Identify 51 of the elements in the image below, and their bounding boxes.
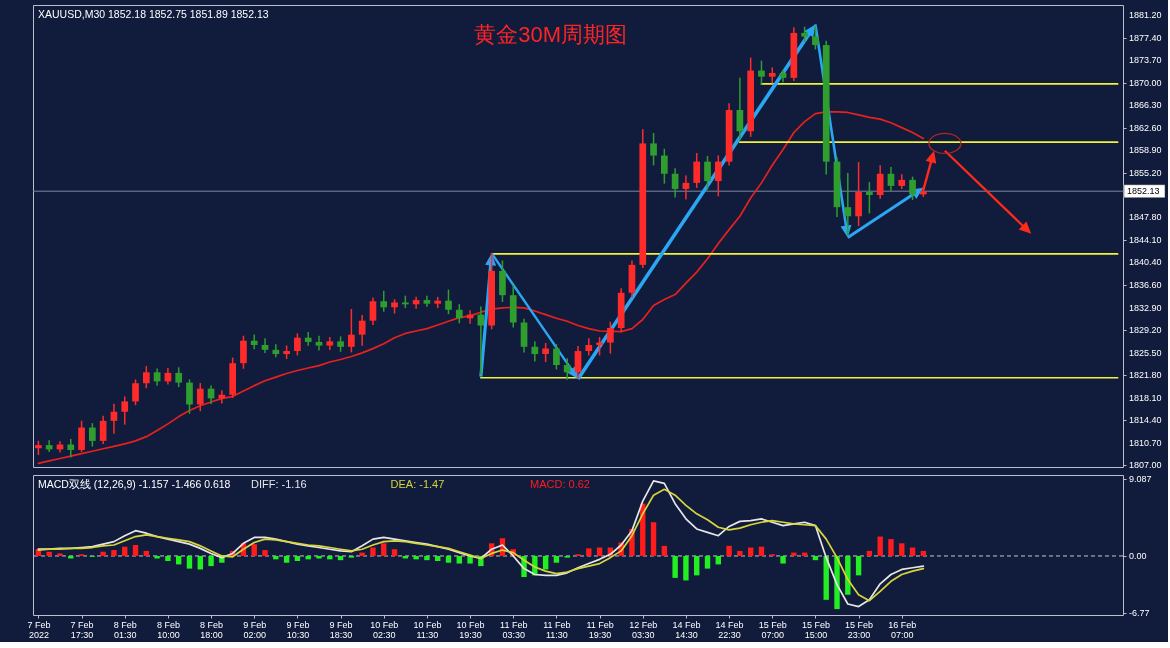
y-tick-label: 1858.90 — [1129, 145, 1162, 156]
x-tick-label: 14 Feb 14:30 — [672, 619, 701, 640]
y-tick-label: 1807.00 — [1129, 460, 1162, 471]
annotation: MACD双线 (12,26,9) -1.157 -1.466 0.618 — [38, 478, 231, 490]
x-tick-label: 10 Feb 19:30 — [456, 619, 485, 640]
y-tick-label: 1877.40 — [1129, 32, 1162, 43]
x-tick-label: 8 Feb 10:00 — [156, 619, 180, 640]
text: DIFF: -1.16 — [251, 478, 307, 490]
x-tick-label: 8 Feb 18:00 — [200, 619, 224, 640]
x-tick-label: 14 Feb 22:30 — [715, 619, 744, 640]
y-tick-label: 9.087 — [1129, 474, 1152, 485]
y-tick-label: 1832.90 — [1129, 302, 1162, 313]
y-tick-label: 1847.80 — [1129, 212, 1162, 223]
x-tick-label: 11 Feb 19:30 — [586, 619, 614, 640]
y-tick-label: 1818.10 — [1129, 392, 1162, 403]
y-tick-label: 0.00 — [1129, 550, 1147, 561]
x-tick-label: 7 Feb 2022 — [27, 619, 51, 640]
x-tick-label: 9 Feb 02:00 — [243, 619, 267, 640]
y-tick-label: 1829.20 — [1129, 325, 1162, 336]
y-tick-label: 1840.40 — [1129, 257, 1162, 268]
y-tick-label: -6.77 — [1129, 608, 1150, 619]
x-tick-label: 11 Feb 03:30 — [500, 619, 528, 640]
y-tick-label: 1825.50 — [1129, 347, 1162, 358]
text: 黄金30M周期图 — [474, 22, 628, 47]
x-tick-label: 15 Feb 23:00 — [845, 619, 874, 640]
y-tick-label: 1821.80 — [1129, 370, 1162, 381]
ref-line-label: 1852.13 — [1127, 186, 1160, 197]
y-tick-label: 1814.40 — [1129, 415, 1162, 426]
x-tick-label: 9 Feb 18:30 — [329, 619, 353, 640]
x-tick-label: 7 Feb 17:30 — [70, 619, 94, 640]
x-tick-label: 9 Feb 10:30 — [286, 619, 310, 640]
y-tick-label: 1855.20 — [1129, 167, 1162, 178]
y-tick-label: 1862.60 — [1129, 122, 1162, 133]
x-tick-label: 12 Feb 03:30 — [629, 619, 658, 640]
x-tick-label: 10 Feb 02:30 — [370, 619, 399, 640]
annotation: XAUUSD,M30 1852.18 1852.75 1851.89 1852.13 — [38, 8, 269, 20]
x-tick-label: 11 Feb 11:30 — [543, 619, 571, 640]
x-tick-label: 15 Feb 07:00 — [758, 619, 787, 640]
y-tick-label: 1844.10 — [1129, 234, 1162, 245]
x-tick-label: 10 Feb 11:30 — [413, 619, 442, 640]
x-tick-label: 15 Feb 15:00 — [801, 619, 830, 640]
y-tick-label: 1873.70 — [1129, 55, 1162, 66]
x-tick-label: 16 Feb 07:00 — [888, 619, 917, 640]
text: DEA: -1.47 — [390, 478, 445, 490]
text: MACD: 0.62 — [530, 478, 590, 490]
y-tick-label: 1836.60 — [1129, 280, 1162, 291]
x-tick-label: 8 Feb 01:30 — [113, 619, 137, 640]
y-tick-label: 1870.00 — [1129, 77, 1162, 88]
y-tick-label: 1866.30 — [1129, 100, 1162, 111]
y-tick-label: 1810.70 — [1129, 437, 1162, 448]
y-tick-label: 1881.20 — [1129, 9, 1162, 20]
